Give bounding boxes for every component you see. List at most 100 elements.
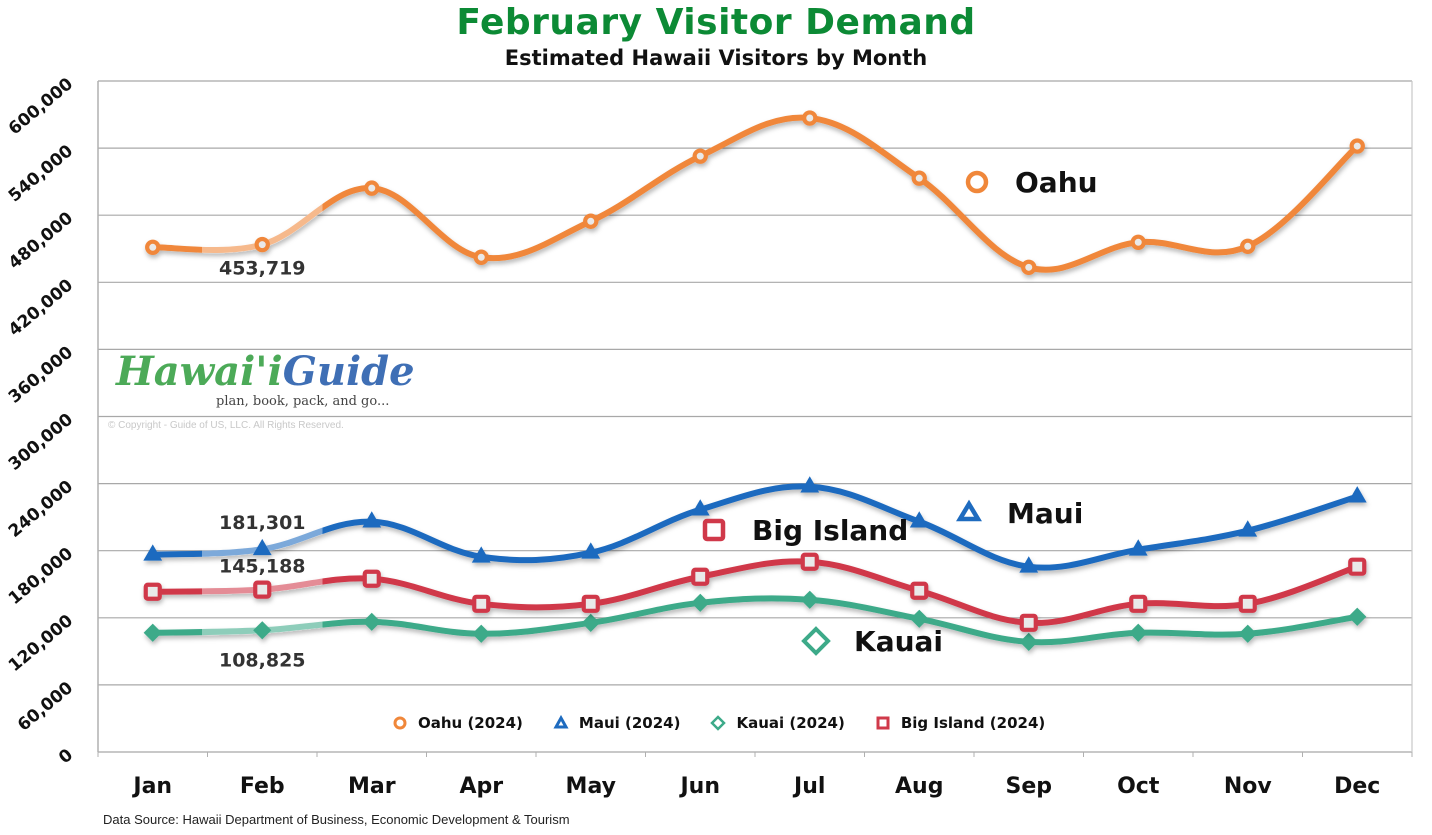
hawaii-guide-logo: Hawai'iGuide plan, book, pack, and go... bbox=[116, 348, 415, 438]
triangle-data-point[interactable] bbox=[471, 546, 491, 563]
triangle-data-point[interactable] bbox=[1128, 539, 1148, 556]
diamond-data-point[interactable] bbox=[472, 624, 491, 643]
square-data-point[interactable] bbox=[253, 580, 272, 599]
x-tick-label: Nov bbox=[1224, 774, 1273, 799]
legend-label: Maui (2024) bbox=[578, 714, 681, 732]
square-data-point[interactable] bbox=[1019, 613, 1038, 632]
inline-label-oahu: Oahu bbox=[965, 166, 1098, 199]
svg-text:Kauai: Kauai bbox=[854, 625, 943, 658]
x-tick-label: Apr bbox=[459, 774, 503, 799]
triangle-data-point[interactable] bbox=[252, 538, 272, 556]
circle-data-point[interactable] bbox=[1240, 238, 1256, 254]
logo-tagline: plan, book, pack, and go... bbox=[216, 394, 390, 409]
legend-label: Kauai (2024) bbox=[736, 714, 845, 732]
y-tick-label: 360,000 bbox=[5, 342, 77, 407]
circle-data-point[interactable] bbox=[473, 249, 489, 265]
series-line bbox=[149, 595, 1361, 646]
circle-data-point[interactable] bbox=[583, 213, 599, 229]
triangle-data-point[interactable] bbox=[1019, 556, 1039, 573]
triangle-data-point[interactable] bbox=[143, 544, 163, 561]
circle-data-point[interactable] bbox=[911, 170, 927, 186]
series-lines bbox=[143, 110, 1367, 651]
logo-guide: Guide bbox=[282, 348, 415, 395]
square-data-point[interactable] bbox=[1348, 557, 1367, 576]
legend-item-maui[interactable]: Maui (2024) bbox=[553, 714, 681, 732]
series-line bbox=[149, 483, 1361, 571]
x-tick-label: Jan bbox=[131, 774, 172, 799]
triangle-data-point[interactable] bbox=[581, 542, 601, 559]
logo-hawaii: Hawai'i bbox=[116, 348, 283, 395]
legend-label: Oahu (2024) bbox=[418, 714, 523, 732]
y-tick-label: 300,000 bbox=[5, 410, 77, 475]
data-label: 145,188 bbox=[219, 556, 306, 578]
inline-series-labels: Oahu Maui Big Island Kauai bbox=[702, 166, 1098, 658]
circle-data-point[interactable] bbox=[1021, 259, 1037, 276]
triangle-data-point[interactable] bbox=[362, 511, 382, 528]
gridlines bbox=[97, 80, 1413, 757]
square-data-point[interactable] bbox=[800, 552, 819, 571]
y-tick-label: 600,000 bbox=[5, 74, 77, 139]
diamond-data-point[interactable] bbox=[1238, 624, 1257, 643]
y-tick-label: 540,000 bbox=[5, 141, 77, 206]
circle-data-point[interactable] bbox=[145, 239, 161, 255]
diamond-data-point[interactable] bbox=[1348, 607, 1367, 626]
square-data-point[interactable] bbox=[691, 567, 710, 586]
diamond-data-point[interactable] bbox=[362, 612, 381, 631]
diamond-data-point[interactable] bbox=[1019, 632, 1038, 651]
diamond-data-point[interactable] bbox=[800, 590, 819, 609]
square-data-point[interactable] bbox=[362, 569, 381, 588]
legend-label: Big Island (2024) bbox=[900, 714, 1046, 732]
data-label: 108,825 bbox=[219, 649, 306, 671]
x-tick-label: Aug bbox=[895, 774, 943, 799]
data-label: 453,719 bbox=[219, 258, 306, 280]
y-tick-label: 420,000 bbox=[5, 275, 77, 340]
chart-legend: Oahu (2024) Maui (2024) Kauai (2024) Big… bbox=[392, 714, 1045, 732]
x-tick-label: Dec bbox=[1334, 774, 1380, 799]
svg-text:Big Island: Big Island bbox=[752, 514, 908, 547]
triangle-data-point[interactable] bbox=[1238, 520, 1258, 537]
svg-text:Maui: Maui bbox=[1007, 497, 1083, 530]
diamond-data-point[interactable] bbox=[581, 613, 600, 632]
triangle-data-point[interactable] bbox=[800, 476, 820, 493]
circle-data-point[interactable] bbox=[692, 148, 708, 164]
diamond-data-point[interactable] bbox=[253, 621, 272, 640]
circle-data-point[interactable] bbox=[1349, 138, 1365, 154]
inline-label-maui: Maui bbox=[956, 497, 1083, 530]
square-data-point[interactable] bbox=[143, 582, 162, 601]
data-label: 181,301 bbox=[219, 512, 306, 534]
copyright-notice: © Copyright - Guide of US, LLC. All Righ… bbox=[108, 420, 344, 431]
diamond-data-point[interactable] bbox=[691, 593, 710, 612]
series-oahu- bbox=[145, 110, 1365, 276]
x-tick-label: Feb bbox=[240, 774, 285, 799]
series-maui- bbox=[143, 476, 1367, 573]
y-axis: 0 60,000120,000180,000240,000300,000360,0… bbox=[5, 74, 77, 768]
circle-marker-icon bbox=[393, 716, 407, 730]
diamond-data-point[interactable] bbox=[1129, 623, 1148, 642]
square-data-point[interactable] bbox=[1129, 594, 1148, 613]
triangle-data-point[interactable] bbox=[1347, 486, 1367, 503]
legend-item-big-island[interactable]: Big Island (2024) bbox=[875, 714, 1045, 732]
circle-data-point[interactable] bbox=[254, 236, 270, 253]
y-tick-label: 0 bbox=[55, 745, 77, 768]
triangle-marker-icon bbox=[553, 715, 569, 729]
x-tick-label: May bbox=[566, 774, 616, 799]
series-line bbox=[149, 558, 1361, 626]
diamond-marker-icon bbox=[710, 715, 727, 731]
square-data-point[interactable] bbox=[581, 594, 600, 613]
diamond-data-point[interactable] bbox=[143, 623, 162, 642]
square-data-point[interactable] bbox=[1238, 594, 1257, 613]
square-data-point[interactable] bbox=[472, 594, 491, 613]
circle-data-point[interactable] bbox=[1130, 234, 1146, 250]
y-tick-label: 480,000 bbox=[5, 208, 77, 273]
legend-item-kauai[interactable]: Kauai (2024) bbox=[710, 714, 845, 732]
circle-data-point[interactable] bbox=[364, 180, 380, 196]
y-tick-label: 60,000 bbox=[14, 678, 77, 736]
logo-wordmark: Hawai'iGuide bbox=[116, 348, 415, 395]
triangle-data-point[interactable] bbox=[909, 511, 929, 528]
square-data-point[interactable] bbox=[910, 581, 929, 600]
circle-data-point[interactable] bbox=[802, 110, 818, 126]
triangle-data-point[interactable] bbox=[690, 499, 710, 516]
diamond-data-point[interactable] bbox=[910, 609, 929, 628]
legend-item-oahu[interactable]: Oahu (2024) bbox=[392, 714, 523, 732]
